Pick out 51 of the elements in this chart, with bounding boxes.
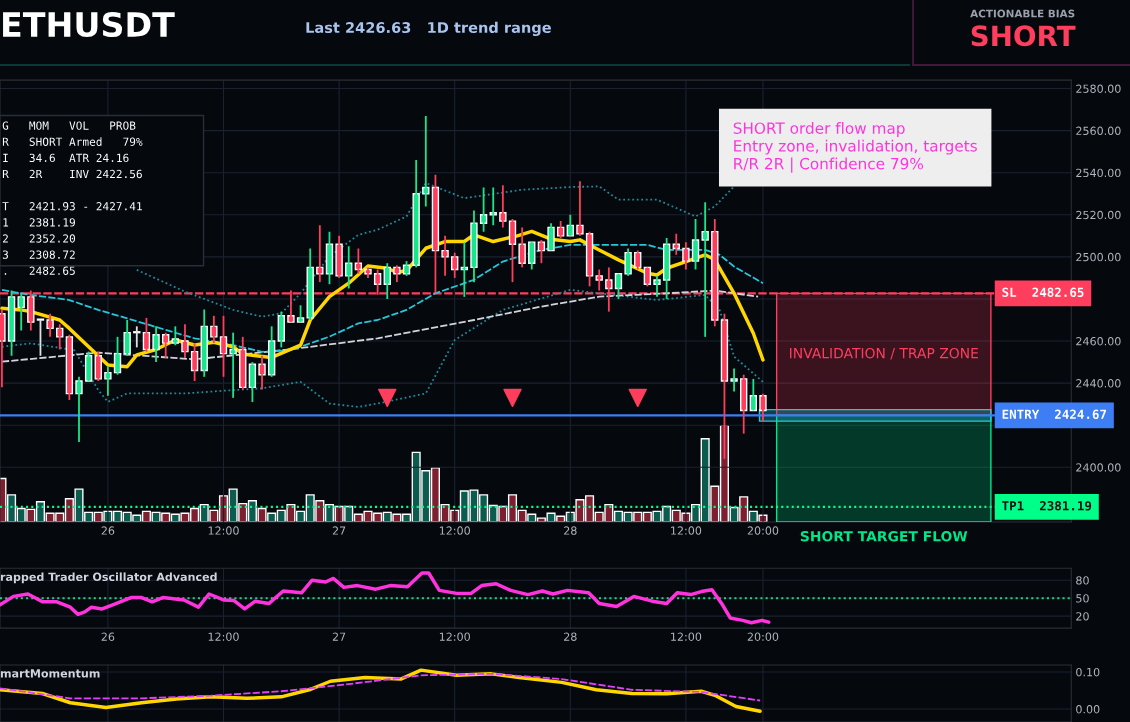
- x-tick-label: 20:00: [747, 632, 779, 641]
- chart-title: martMomentum: [0, 669, 100, 678]
- annotation: 1 2381.19: [3, 218, 75, 227]
- x-tick-label: 26: [101, 632, 115, 641]
- annotation: I 34.6 ATR 24.16: [3, 153, 129, 163]
- x-tick-label: 20:00: [747, 526, 779, 535]
- y-tick-label: 2520.00: [1076, 210, 1121, 220]
- ref-line-label: TP1 2381.19: [1002, 501, 1092, 511]
- text: SHORT: [971, 25, 1076, 47]
- chart-title: rapped Trader Oscillator Advanced: [0, 572, 217, 584]
- x-tick-label: 12:00: [439, 526, 470, 535]
- y-tick-label: 2400.00: [1076, 463, 1121, 472]
- chart-subtitle: Last 2426.63 1D trend range: [306, 21, 551, 36]
- annotation: R SHORT Armed 79%: [2, 137, 143, 146]
- y-tick-label: 20: [1076, 612, 1089, 621]
- y-tick-label: 2560.00: [1076, 126, 1121, 136]
- chart-title: ETHUSDT: [3, 11, 175, 38]
- x-tick-label: 12:00: [671, 632, 702, 641]
- y-tick-label: 0.00: [1076, 705, 1100, 714]
- y-tick-label: 2580.00: [1076, 84, 1121, 93]
- x-tick-label: 27: [332, 632, 346, 641]
- candlestick: [730, 367, 738, 393]
- x-tick-label: 27: [332, 526, 346, 535]
- x-tick-label: 12:00: [208, 632, 239, 641]
- annotation: . 2482.65: [4, 266, 75, 275]
- band-label: INVALIDATION / TRAP ZONE: [790, 347, 978, 360]
- x-tick-label: 26: [101, 526, 115, 535]
- ref-line-label: ENTRY 2424.67: [1002, 409, 1107, 420]
- annotation: 2 2352.20: [2, 234, 76, 243]
- annotation: SHORT order flow map Entry zone, invalidation, targets R/R 2R | Confidence 79%: [733, 122, 977, 173]
- x-tick-label: 28: [564, 632, 577, 641]
- x-tick-label: 12:00: [439, 632, 470, 641]
- x-tick-label: 28: [564, 526, 577, 535]
- y-tick-label: 50: [1076, 594, 1089, 603]
- y-tick-label: 2500.00: [1076, 252, 1121, 262]
- x-tick-label: 12:00: [671, 526, 702, 535]
- y-tick-label: 2460.00: [1076, 337, 1121, 346]
- annotation: R 2R INV 2422.56: [2, 169, 142, 179]
- annotation: 3 2308.72: [2, 250, 75, 259]
- candlestick: [36, 318, 45, 357]
- candlestick: [653, 274, 661, 298]
- y-tick-label: 2440.00: [1076, 379, 1121, 388]
- text: ACTIONABLE BIAS: [970, 9, 1075, 18]
- ref-line-label: SL 2482.65: [1002, 287, 1084, 298]
- y-tick-label: 2540.00: [1076, 168, 1121, 178]
- y-tick-label: 80: [1076, 576, 1089, 585]
- annotation: T 2421.93 - 2427.41: [2, 202, 142, 211]
- x-tick-label: 12:00: [208, 526, 239, 535]
- band-label: SHORT TARGET FLOW: [800, 531, 968, 542]
- annotation: G MOM VOL PROB: [2, 121, 136, 130]
- y-tick-label: 0.10: [1076, 667, 1100, 677]
